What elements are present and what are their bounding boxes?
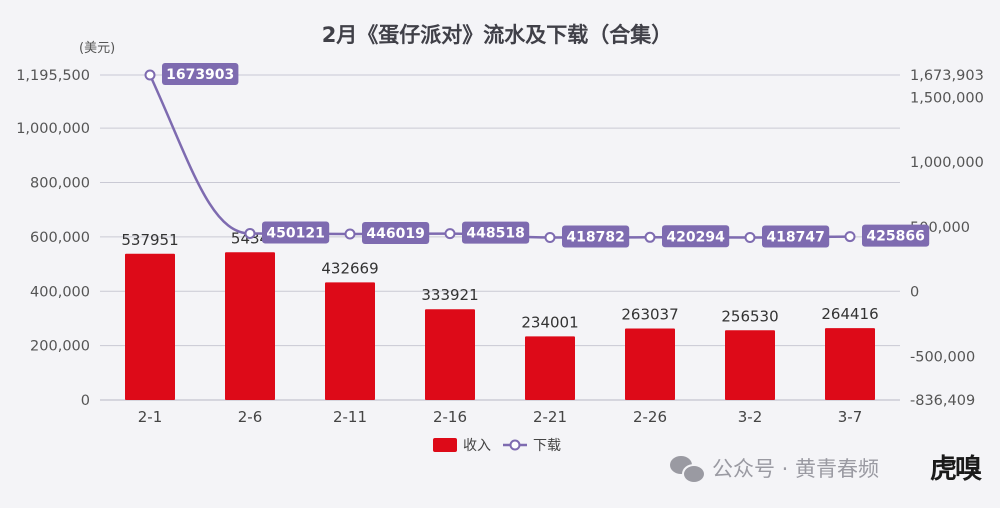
huxiu-logo: 虎嗅 — [930, 454, 982, 485]
x-tick-label: 3-7 — [838, 408, 863, 426]
revenue-bar-label: 264416 — [821, 305, 878, 323]
x-tick-label: 2-11 — [333, 408, 367, 426]
left-tick-label: 600,000 — [30, 230, 90, 246]
left-tick-label: 0 — [81, 393, 90, 409]
x-tick-label: 2-21 — [533, 408, 567, 426]
downloads-point — [444, 228, 456, 240]
x-tick-label: 2-26 — [633, 408, 667, 426]
downloads-label: 450121 — [266, 225, 324, 241]
right-axis-ticks: -836,409-500,0000500,0001,000,0001,500,0… — [910, 68, 984, 409]
right-tick-label: 1,673,903 — [910, 68, 984, 84]
revenue-bar-label: 256530 — [721, 307, 778, 325]
right-tick-label: -836,409 — [910, 393, 975, 409]
revenue-bar — [525, 336, 575, 400]
downloads-point — [844, 231, 856, 243]
downloads-label: 1673903 — [166, 67, 234, 83]
downloads-point — [644, 231, 656, 243]
downloads-label-box — [762, 225, 830, 248]
x-tick-label: 2-16 — [433, 408, 467, 426]
downloads-label-box — [162, 63, 239, 85]
x-tick-label: 2-6 — [238, 408, 263, 426]
line-series: 1673903 450121 446019 448518 418782 420294 418… — [144, 63, 930, 248]
legend[interactable]: 收入 下载 — [433, 438, 561, 454]
chart-title: 2月《蛋仔派对》流水及下载（合集） — [322, 23, 673, 47]
left-tick-label: 1,000,000 — [16, 121, 90, 137]
right-tick-label: -500,000 — [910, 349, 975, 365]
right-tick-label: 0 — [910, 285, 919, 301]
right-tick-label: 1,000,000 — [910, 155, 984, 171]
legend-bar-swatch — [433, 438, 457, 452]
downloads-label-box — [262, 221, 330, 244]
downloads-label-box — [662, 225, 730, 248]
watermark: 公众号 · 黄青春频 — [670, 448, 879, 488]
revenue-bar-label: 537951 — [121, 231, 178, 249]
revenue-bar — [125, 253, 175, 400]
downloads-line — [148, 74, 851, 239]
wechat-icon — [670, 454, 706, 484]
downloads-point — [544, 231, 556, 243]
legend-bar-label: 收入 — [463, 438, 491, 454]
legend-line-marker — [509, 439, 521, 451]
downloads-label-box — [862, 224, 930, 247]
right-tick-label: 1,500,000 — [910, 91, 984, 107]
revenue-bar-label: 234001 — [521, 313, 578, 331]
downloads-point — [144, 69, 156, 81]
downloads-label: 425866 — [866, 229, 924, 245]
left-tick-label: 400,000 — [30, 284, 90, 300]
revenue-bar-label: 263037 — [621, 305, 678, 323]
downloads-label: 418747 — [766, 230, 824, 246]
downloads-label: 448518 — [466, 226, 524, 242]
legend-line-label: 下载 — [533, 438, 561, 454]
x-tick-label: 3-2 — [738, 408, 763, 426]
bar-series — [125, 252, 875, 400]
revenue-bar — [325, 282, 375, 400]
left-axis-ticks: 0 200,000 400,000 600,000 800,000 1,000,000 1,… — [16, 68, 90, 409]
downloads-label: 420294 — [666, 229, 725, 245]
revenue-bar — [225, 252, 275, 400]
x-axis-ticks: 2-1 2-6 2-11 2-16 2-21 2-26 3-2 3-7 — [138, 408, 863, 426]
x-tick-label: 2-1 — [138, 408, 163, 426]
left-tick-label: 800,000 — [30, 176, 90, 192]
downloads-label: 418782 — [566, 229, 624, 245]
downloads-point — [344, 228, 356, 240]
revenue-bar-label: 333921 — [421, 286, 478, 304]
downloads-label: 446019 — [366, 226, 424, 242]
revenue-bar — [425, 309, 475, 400]
downloads-label-box — [462, 221, 530, 244]
revenue-bar-label: 432669 — [321, 259, 378, 277]
left-axis-unit: (美元) — [79, 41, 115, 56]
downloads-point — [244, 227, 256, 239]
downloads-label-box — [562, 225, 630, 248]
watermark-text: 公众号 · 黄青春频 — [712, 457, 880, 481]
revenue-bar — [825, 328, 875, 400]
revenue-bar — [725, 330, 775, 400]
downloads-point — [744, 232, 756, 243]
bar-labels: 5379515434432669333921234001263037256530… — [121, 229, 878, 331]
left-tick-label: 200,000 — [30, 339, 90, 355]
downloads-label-box — [362, 221, 430, 244]
left-tick-label: 1,195,500 — [16, 68, 90, 84]
revenue-bar — [625, 328, 675, 400]
